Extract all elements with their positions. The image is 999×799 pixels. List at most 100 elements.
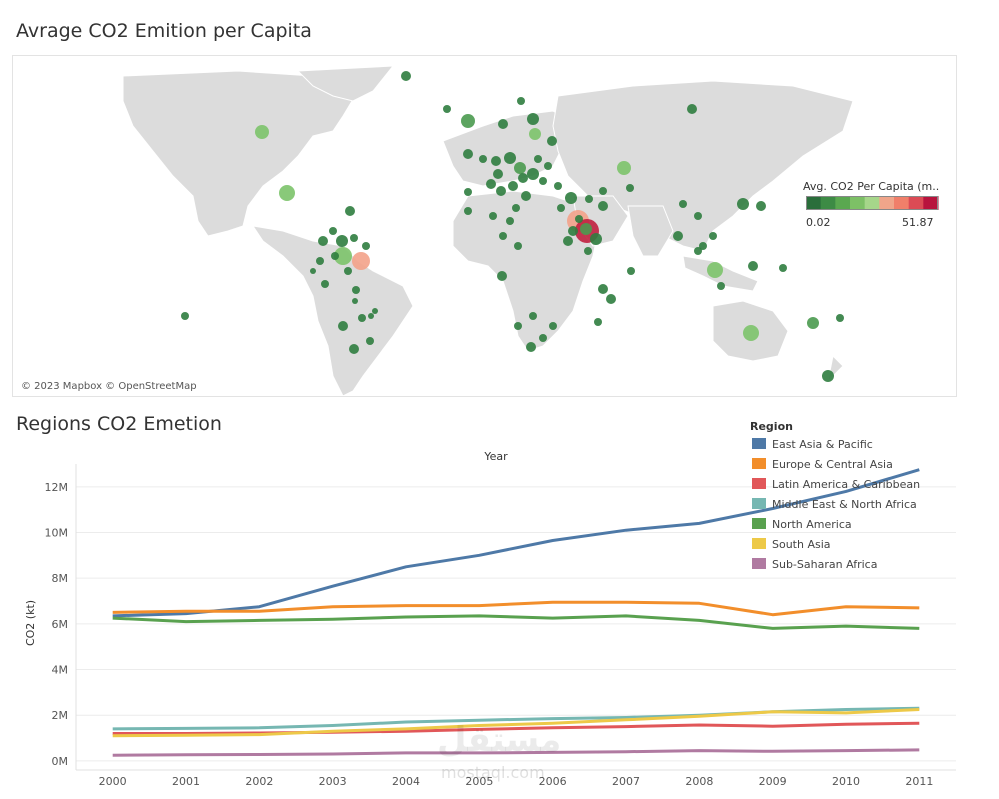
x-tick-label: 2001	[172, 775, 200, 788]
country-bubble	[584, 247, 592, 255]
legend-ramp-step	[894, 196, 910, 210]
country-bubble	[557, 204, 565, 212]
country-bubble	[807, 317, 819, 329]
legend-ramp-step	[835, 196, 851, 210]
country-bubble	[707, 262, 723, 278]
y-tick-label: 8M	[52, 572, 69, 585]
country-bubble	[310, 268, 316, 274]
country-bubble	[565, 192, 577, 204]
country-bubble	[493, 169, 503, 179]
country-bubble	[514, 162, 526, 174]
x-tick-label: 2010	[832, 775, 860, 788]
country-bubble	[521, 191, 531, 201]
legend-label: Latin America & Caribbean	[772, 478, 921, 491]
country-bubble	[352, 298, 358, 304]
country-bubble	[329, 227, 337, 235]
legend-item[interactable]: Middle East & North Africa	[752, 498, 917, 511]
country-bubble	[687, 104, 697, 114]
country-bubble	[349, 344, 359, 354]
country-bubble	[464, 207, 472, 215]
y-axis-title: CO2 (kt)	[24, 600, 37, 646]
country-bubble	[568, 226, 578, 236]
country-bubble	[554, 182, 562, 190]
x-tick-label: 2002	[245, 775, 273, 788]
country-bubble	[606, 294, 616, 304]
country-bubble	[486, 179, 496, 189]
legend-item[interactable]: Europe & Central Asia	[752, 458, 893, 471]
x-tick-label: 2007	[612, 775, 640, 788]
legend-label: Sub-Saharan Africa	[772, 558, 878, 571]
y-tick-label: 4M	[52, 664, 69, 677]
country-bubble	[352, 286, 360, 294]
map-legend-min: 0.02	[806, 216, 831, 229]
map-legend-color-ramp	[806, 196, 939, 210]
watermark-logo: مستقل	[437, 720, 562, 760]
country-bubble	[362, 242, 370, 250]
country-bubble	[334, 247, 352, 265]
country-bubble	[743, 325, 759, 341]
country-bubble	[756, 201, 766, 211]
country-bubble	[514, 322, 522, 330]
legend-item[interactable]: Latin America & Caribbean	[752, 478, 920, 491]
country-bubble	[627, 267, 635, 275]
land-mass	[442, 110, 574, 187]
country-bubble	[512, 204, 520, 212]
land-mass	[296, 65, 395, 102]
x-tick-label: 2004	[392, 775, 420, 788]
country-bubble	[321, 280, 329, 288]
map-canvas[interactable]	[13, 56, 956, 396]
country-bubble	[599, 187, 607, 195]
country-bubble	[549, 322, 557, 330]
x-tick-label: 2005	[465, 775, 493, 788]
country-bubble	[518, 173, 528, 183]
series-line-east-asia-pacific	[112, 468, 920, 618]
country-bubble	[563, 236, 573, 246]
map-legend-max: 51.87	[902, 216, 934, 229]
country-bubble	[737, 198, 749, 210]
x-tick-label: 2006	[539, 775, 567, 788]
country-bubble	[401, 71, 411, 81]
country-bubble	[748, 261, 758, 271]
map-attribution: © 2023 Mapbox © OpenStreetMap	[21, 381, 197, 392]
country-bubble	[539, 334, 547, 342]
country-bubble	[709, 232, 717, 240]
x-axis-title: Year	[483, 450, 508, 463]
country-bubble	[497, 271, 507, 281]
country-bubble	[498, 119, 508, 129]
legend-swatch	[752, 518, 766, 529]
legend-item[interactable]: North America	[752, 518, 852, 531]
country-bubble	[598, 284, 608, 294]
legend-swatch	[752, 558, 766, 569]
country-bubble	[368, 313, 374, 319]
legend-item[interactable]: East Asia & Pacific	[752, 438, 873, 451]
land-mass	[627, 205, 674, 257]
country-bubble	[496, 186, 506, 196]
world-map[interactable]: © 2023 Mapbox © OpenStreetMap Avg. CO2 P…	[12, 55, 957, 397]
country-bubble	[350, 234, 358, 242]
legend-swatch	[752, 478, 766, 489]
legend-ramp-step	[864, 196, 880, 210]
country-bubble	[694, 212, 702, 220]
country-bubble	[529, 128, 541, 140]
legend-item[interactable]: South Asia	[752, 538, 831, 551]
legend-ramp-step	[820, 196, 836, 210]
legend-item[interactable]: Sub-Saharan Africa	[752, 558, 877, 571]
y-tick-label: 12M	[45, 481, 69, 494]
series-line-europe-central-asia	[112, 600, 920, 617]
x-tick-label: 2009	[759, 775, 787, 788]
legend-title: Region	[750, 420, 793, 433]
y-tick-label: 0M	[52, 755, 69, 768]
country-bubble	[673, 231, 683, 241]
y-tick-label: 6M	[52, 618, 69, 631]
country-bubble	[344, 267, 352, 275]
line-chart: Year 0M 2M 4M 6M 8M 10M 12M 2000 2001 2002 2003 2004…	[24, 450, 956, 788]
legend-swatch	[752, 538, 766, 549]
legend-ramp-border	[806, 196, 938, 210]
land-mass	[251, 225, 414, 396]
country-bubble	[679, 200, 687, 208]
map-title: Avrage CO2 Emition per Capita	[16, 20, 312, 42]
map-legend-title: Avg. CO2 Per Capita (m..	[803, 180, 940, 193]
country-bubble	[575, 215, 583, 223]
country-bubble	[822, 370, 834, 382]
country-bubble	[504, 152, 516, 164]
